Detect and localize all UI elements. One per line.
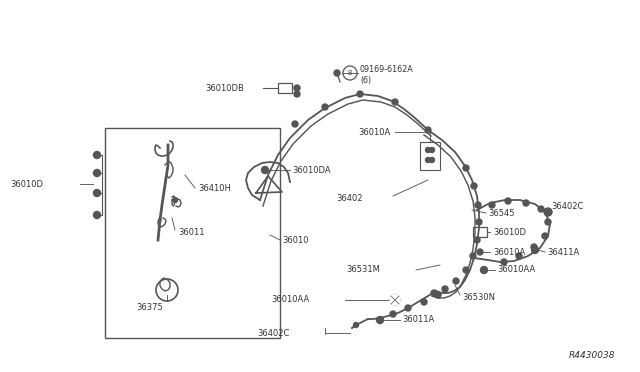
Circle shape	[93, 151, 100, 158]
Circle shape	[426, 148, 431, 153]
Circle shape	[435, 292, 441, 298]
Circle shape	[390, 295, 400, 305]
Circle shape	[431, 290, 437, 296]
Circle shape	[505, 198, 511, 204]
Circle shape	[544, 208, 552, 216]
Circle shape	[262, 167, 269, 173]
Circle shape	[489, 202, 495, 208]
Circle shape	[463, 165, 469, 171]
Circle shape	[357, 91, 363, 97]
Circle shape	[426, 157, 431, 163]
Circle shape	[501, 259, 507, 265]
Circle shape	[421, 299, 427, 305]
Text: 36010DA: 36010DA	[292, 166, 331, 174]
Bar	[420, 142, 440, 170]
Circle shape	[531, 247, 538, 253]
Text: 36010: 36010	[282, 235, 308, 244]
Text: 36402C: 36402C	[258, 328, 290, 337]
Text: 36411A: 36411A	[547, 247, 579, 257]
Circle shape	[453, 278, 459, 284]
Text: 36010D: 36010D	[493, 228, 526, 237]
Text: 36011A: 36011A	[402, 315, 435, 324]
Circle shape	[173, 198, 177, 202]
Circle shape	[353, 323, 358, 327]
Circle shape	[392, 99, 398, 105]
Text: 36010AA: 36010AA	[272, 295, 310, 305]
Circle shape	[531, 244, 537, 250]
Circle shape	[538, 206, 544, 212]
Circle shape	[429, 148, 435, 153]
Circle shape	[481, 266, 488, 273]
Circle shape	[470, 253, 476, 259]
Text: 36010A: 36010A	[358, 128, 390, 137]
Bar	[278, 83, 292, 93]
Text: 36010AA: 36010AA	[497, 266, 535, 275]
Text: 36531M: 36531M	[346, 266, 380, 275]
Circle shape	[334, 70, 340, 76]
Circle shape	[93, 189, 100, 196]
Circle shape	[442, 286, 448, 292]
Text: 36402: 36402	[337, 193, 363, 202]
Text: 36010D: 36010D	[10, 180, 43, 189]
Circle shape	[474, 237, 480, 243]
Text: 36410H: 36410H	[198, 183, 231, 192]
Circle shape	[471, 183, 477, 189]
Circle shape	[294, 85, 300, 91]
Text: 36010DB: 36010DB	[205, 83, 244, 93]
Circle shape	[322, 104, 328, 110]
Text: 36530N: 36530N	[462, 292, 495, 301]
Circle shape	[405, 305, 411, 311]
Bar	[473, 227, 487, 237]
Circle shape	[475, 202, 481, 208]
Text: R4430038: R4430038	[568, 352, 615, 360]
Circle shape	[390, 311, 396, 317]
Circle shape	[292, 121, 298, 127]
Circle shape	[542, 233, 548, 239]
Text: 36402C: 36402C	[551, 202, 584, 211]
Circle shape	[93, 170, 100, 176]
Text: 36011: 36011	[178, 228, 205, 237]
Text: 36375: 36375	[136, 302, 163, 311]
Circle shape	[476, 219, 482, 225]
Text: 36010A: 36010A	[493, 247, 525, 257]
Circle shape	[477, 249, 483, 255]
Circle shape	[523, 200, 529, 206]
Circle shape	[93, 212, 100, 218]
Text: B: B	[348, 70, 353, 76]
Circle shape	[425, 127, 431, 133]
Circle shape	[545, 219, 551, 225]
Circle shape	[294, 91, 300, 97]
Circle shape	[463, 267, 469, 273]
Circle shape	[376, 317, 383, 324]
Circle shape	[429, 157, 435, 163]
Text: 36545: 36545	[488, 208, 515, 218]
Text: 09169-6162A
(6): 09169-6162A (6)	[360, 65, 413, 85]
Bar	[105, 128, 280, 338]
Circle shape	[516, 253, 522, 259]
